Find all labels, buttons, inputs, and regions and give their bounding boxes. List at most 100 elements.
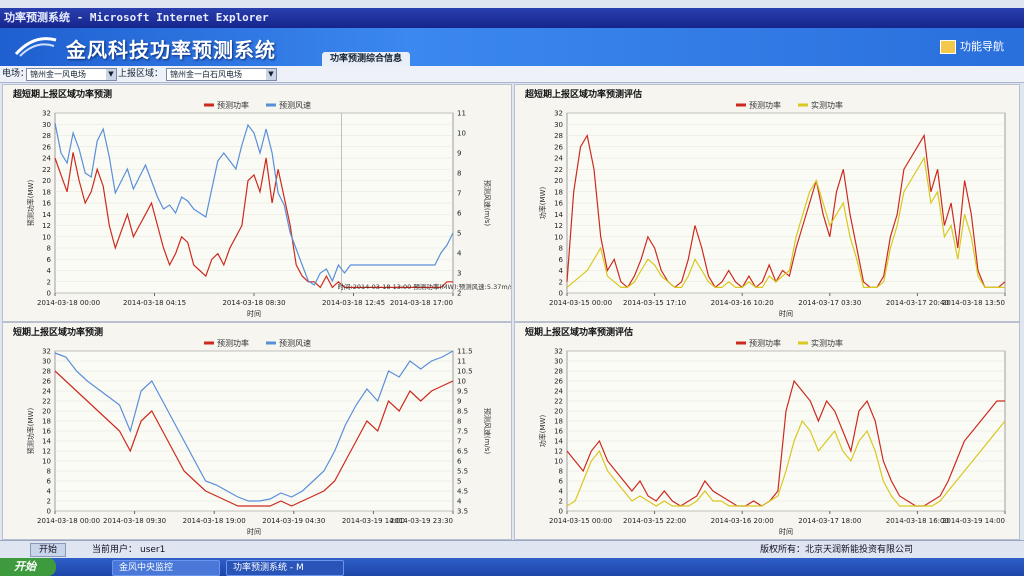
legend-label: 实测功率	[811, 338, 843, 348]
y-tick-label: 0	[47, 290, 51, 298]
x-axis-label: 时间	[779, 309, 793, 318]
x-tick-label: 2014-03-18 19:00	[183, 517, 246, 525]
y-tick-label: 20	[554, 408, 563, 416]
area-select-value: 锦州金一白石风电场	[170, 70, 242, 79]
y-tick-label: 10	[42, 458, 51, 466]
y-tick-label: 28	[42, 132, 51, 140]
y-tick-label: 8	[47, 468, 51, 476]
nav-icon	[940, 40, 956, 54]
app-title: 金风科技功率预测系统	[66, 38, 276, 62]
x-tick-label: 2014-03-18 00:00	[37, 517, 100, 525]
taskbar: 开始 金风中央监控 功率预测系统 - M	[0, 558, 1024, 576]
hover-tooltip: 时间:2014-03-18 13:00 预测功率(MW):预测风速:5.37m/…	[338, 282, 511, 291]
y-tick-label: 12	[554, 222, 563, 230]
y-tick-label: 2	[47, 278, 51, 286]
y-tick-label: 2	[559, 498, 563, 506]
x-tick-label: 2014-03-18 17:00	[390, 299, 453, 307]
y-tick-label: 14	[42, 211, 51, 219]
area-label: 上报区域：	[118, 69, 164, 79]
x-tick-label: 2014-03-18 08:30	[222, 299, 285, 307]
y2-tick-label: 3.5	[457, 508, 468, 516]
status-bar: 开始 当前用户： user1 版权所有：北京天润新能投资有限公司	[0, 540, 1024, 559]
y-tick-label: 30	[554, 358, 563, 366]
x-tick-label: 2014-03-18 00:00	[37, 299, 100, 307]
y-tick-label: 8	[559, 245, 563, 253]
function-nav-button[interactable]: 功能导航	[940, 38, 1004, 54]
x-tick-label: 2014-03-18 13:50	[942, 299, 1005, 307]
y-tick-label: 6	[559, 478, 564, 486]
y-tick-label: 26	[554, 378, 563, 386]
status-start-button[interactable]: 开始	[30, 543, 67, 557]
y2-tick-label: 10.5	[457, 368, 473, 376]
y-tick-label: 20	[554, 177, 563, 185]
y-tick-label: 0	[47, 508, 51, 516]
y2-tick-label: 2	[457, 290, 461, 298]
y-tick-label: 18	[42, 418, 51, 426]
task-item-monitor[interactable]: 金风中央监控	[112, 560, 220, 576]
app-banner: 金风科技功率预测系统 功率预测综合信息 功能导航	[0, 28, 1024, 66]
y2-tick-label: 9	[457, 150, 461, 158]
y2-tick-label: 10	[457, 378, 466, 386]
series-line-actual-power	[566, 419, 1006, 507]
y-tick-label: 22	[42, 166, 51, 174]
y-tick-label: 4	[559, 267, 564, 275]
y-tick-label: 8	[559, 468, 563, 476]
farm-select-value: 锦州金一风电场	[30, 70, 86, 79]
goldwind-logo-icon	[14, 37, 57, 57]
y2-tick-label: 6	[457, 458, 462, 466]
y-tick-label: 32	[42, 348, 51, 356]
legend-label: 预测功率	[749, 100, 781, 110]
y2-tick-label: 6.5	[457, 448, 468, 456]
y2-tick-label: 8.5	[457, 408, 468, 416]
y-tick-label: 12	[42, 222, 51, 230]
x-tick-label: 2014-03-17 18:00	[798, 517, 861, 525]
chart-panel-2: 超短期上报区域功率预测评估 预测功率 实测功率 0 2 4 6 8 10 12 14 16 18 20 22…	[514, 84, 1020, 322]
series-line-predicted-power	[54, 370, 454, 507]
x-tick-label: 2014-03-15 17:10	[623, 299, 686, 307]
legend-label: 预测功率	[217, 100, 249, 110]
y-tick-label: 24	[42, 155, 51, 163]
y-tick-label: 6	[47, 478, 52, 486]
area-select[interactable]: 锦州金一白石风电场 ▼	[166, 68, 277, 81]
y-tick-label: 2	[47, 498, 51, 506]
y-axis-label: 功率(MW)	[538, 415, 547, 448]
y-tick-label: 6	[559, 256, 564, 264]
y-tick-label: 4	[47, 267, 52, 275]
task-item-forecast[interactable]: 功率预测系统 - M	[226, 560, 344, 576]
x-tick-label: 2014-03-19 04:30	[262, 517, 325, 525]
y-tick-label: 10	[554, 233, 563, 241]
x-tick-label: 2014-03-17 03:30	[798, 299, 861, 307]
y-tick-label: 18	[42, 188, 51, 196]
start-button[interactable]: 开始	[0, 558, 56, 576]
farm-select[interactable]: 锦州金一风电场 ▼	[26, 68, 117, 81]
y-tick-label: 0	[559, 508, 563, 516]
y-tick-label: 24	[554, 155, 563, 163]
tab-overview[interactable]: 功率预测综合信息	[322, 52, 411, 66]
y-tick-label: 24	[554, 388, 563, 396]
y2-tick-label: 5	[457, 478, 461, 486]
y-tick-label: 14	[42, 438, 51, 446]
y-tick-label: 16	[42, 428, 51, 436]
chart-panel-3: 短期上报区域功率预测 预测功率 预测风速 0 2 4 6 8 10 12 14 16 18 20 22 24 2…	[2, 322, 512, 540]
y-tick-label: 14	[554, 438, 563, 446]
y2-tick-label: 4	[457, 250, 462, 258]
chart-title: 超短期上报区域功率预测评估	[524, 88, 642, 100]
y2-tick-label: 8	[457, 170, 461, 178]
y-axis-label: 预测功率(MW)	[26, 408, 35, 455]
y-tick-label: 16	[554, 428, 563, 436]
x-tick-label: 2014-03-18 16:00	[886, 517, 949, 525]
current-user-label: 当前用户：	[92, 545, 138, 555]
legend-label: 实测功率	[811, 100, 843, 110]
y2-tick-label: 6	[457, 210, 462, 218]
y-tick-label: 30	[554, 121, 563, 129]
y-tick-label: 18	[554, 188, 563, 196]
x-tick-label: 2014-03-15 00:00	[549, 517, 612, 525]
y2-tick-label: 11	[457, 358, 466, 366]
y-tick-label: 20	[42, 408, 51, 416]
legend-label: 预测功率	[217, 338, 249, 348]
